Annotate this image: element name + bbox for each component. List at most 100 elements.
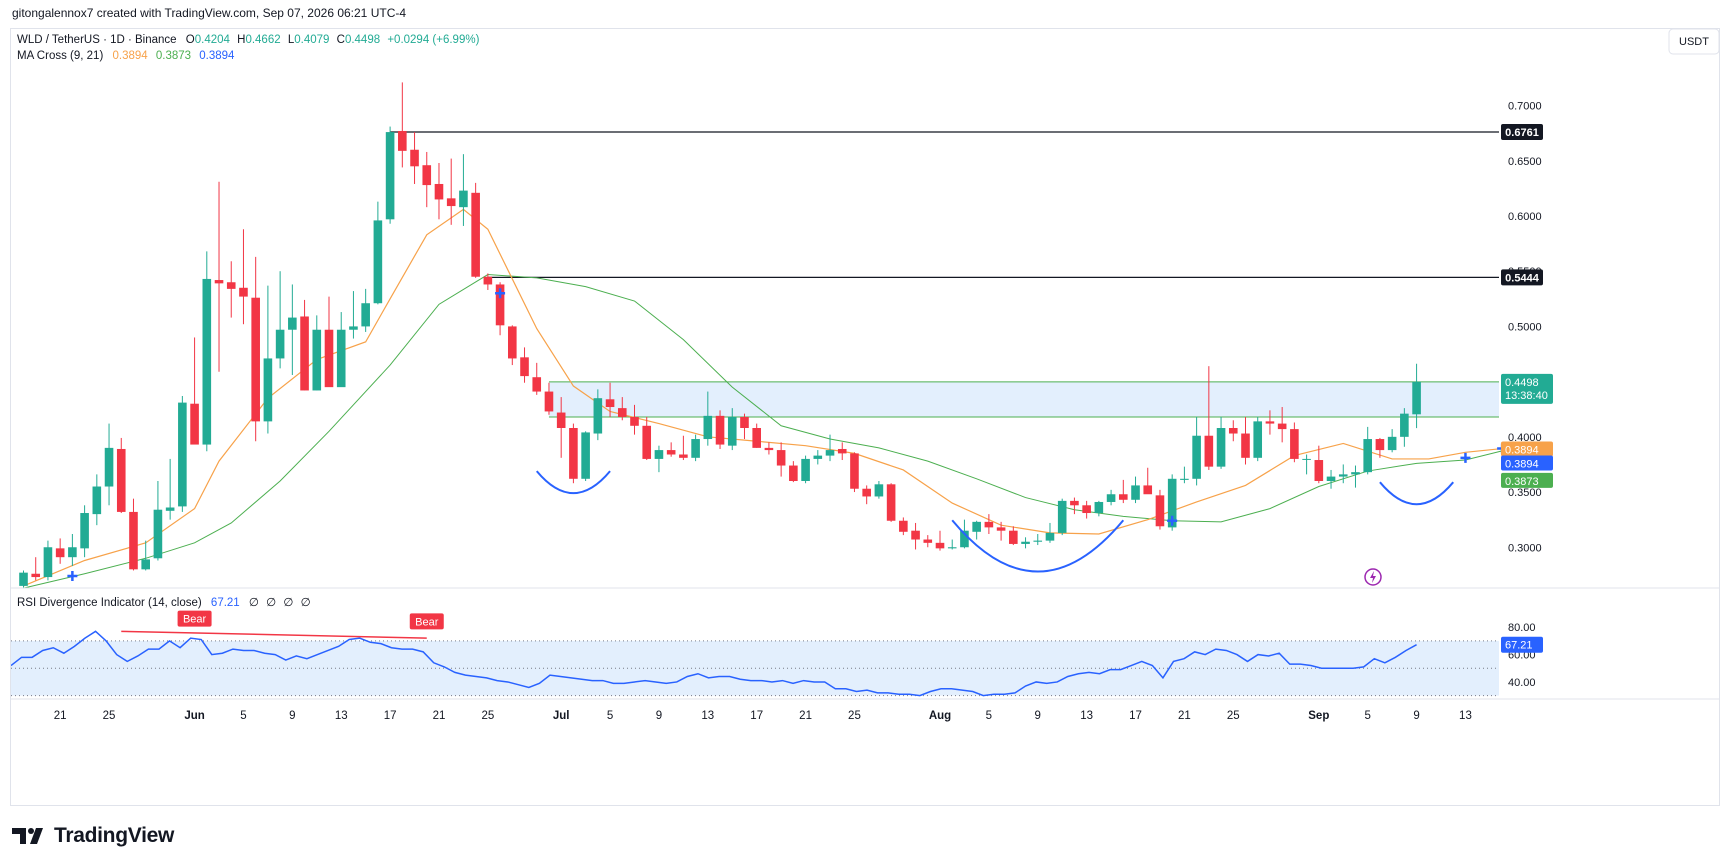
chart-frame: WLD / TetherUS · 1D · Binance O0.4204 H0…: [10, 28, 1720, 806]
candle-body: [373, 220, 383, 304]
candle-body: [630, 416, 639, 426]
rsi-extra-4: ∅: [301, 597, 311, 609]
candle-body: [446, 198, 456, 207]
candle-body: [862, 488, 871, 497]
candle-body: [324, 329, 334, 388]
price-tick-label: 0.3000: [1508, 542, 1542, 554]
rsi-legend: RSI Divergence Indicator (14, close) 67.…: [17, 597, 311, 609]
ma-value-badge: 0.3873: [1501, 472, 1553, 488]
time-tick-label: 25: [103, 710, 116, 722]
candle-body: [1119, 494, 1128, 500]
tradingview-logo[interactable]: TradingView: [12, 824, 174, 848]
candle-body: [935, 542, 945, 549]
time-axis[interactable]: 21 25 Jun 5 9 13 17 21 25 Jul 5 9 13 17 21 25 Aug 5 9 13 17 2…: [54, 710, 1472, 722]
rsi-value-badge: 67.21: [1501, 636, 1543, 653]
ma-value-1: 0.3894: [112, 50, 148, 62]
candle-body: [471, 192, 480, 277]
price-tick-label: 0.7000: [1508, 101, 1542, 113]
bear-label-text: Bear: [183, 614, 207, 626]
candle-body: [996, 527, 1006, 531]
candle-body: [385, 132, 395, 220]
candle-body: [165, 507, 175, 511]
candle-body: [1290, 429, 1299, 459]
candle-body: [1082, 505, 1091, 514]
candle-body: [336, 329, 346, 388]
candle-body: [1155, 495, 1165, 527]
candle-body: [422, 165, 432, 186]
candle-body: [813, 455, 823, 459]
last-price-value: 0.4498: [1505, 377, 1539, 389]
candle-body: [361, 303, 370, 327]
price-legend: WLD / TetherUS · 1D · Binance O0.4204 H0…: [17, 34, 480, 62]
bear-label-text: Bear: [415, 616, 439, 628]
open-label: O: [186, 34, 195, 46]
candle-body: [508, 326, 517, 359]
price-pane[interactable]: 0.30000.35000.40000.45000.50000.55000.60…: [19, 82, 1553, 589]
candle-body: [605, 399, 615, 408]
candle-body: [31, 573, 41, 578]
ma-badge-bg: [1501, 455, 1553, 471]
candle-body: [263, 358, 273, 422]
candle-body: [19, 572, 28, 586]
bear-label: Bear: [409, 613, 444, 630]
svg-text:WLD / TetherUS · 1D · Binance: WLD / TetherUS · 1D · Binance O0.4204 H0…: [17, 34, 480, 46]
candle-body: [1338, 474, 1348, 477]
high-label: H: [237, 34, 245, 46]
cup-arc-drawing[interactable]: [951, 519, 1125, 573]
candle-body: [642, 425, 652, 459]
close-value: 0.4498: [345, 34, 380, 46]
cup-arc-drawing[interactable]: [535, 470, 611, 494]
ma-cross-marker: [1460, 452, 1471, 463]
bear-label-bg: [177, 610, 212, 627]
chart-canvas[interactable]: WLD / TetherUS · 1D · Binance O0.4204 H0…: [10, 28, 1720, 805]
time-tick-label: Aug: [929, 710, 951, 722]
ma-badge-text: 0.3894: [1505, 459, 1539, 471]
candle-body: [1375, 439, 1385, 451]
candle-body: [214, 280, 224, 284]
price-tick-label: 0.4000: [1508, 432, 1542, 444]
candle-body: [679, 454, 688, 458]
candle-body: [520, 357, 529, 377]
candle-body: [1302, 458, 1311, 460]
candle-body: [275, 329, 285, 359]
svg-text:RSI Divergence Indicator (14,: RSI Divergence Indicator (14, close) 67.…: [17, 597, 311, 609]
time-tick-label: 21: [54, 710, 67, 722]
bear-label-bg: [409, 613, 444, 630]
alert-lightning-icon[interactable]: [1364, 568, 1382, 586]
currency-button[interactable]: USDT: [1668, 28, 1720, 55]
time-tick-label: 21: [433, 710, 446, 722]
ma-cross-label: MA Cross (9, 21): [17, 50, 103, 62]
candle-body: [1106, 494, 1116, 502]
price-tick-label: 0.3500: [1508, 487, 1542, 499]
candle-body: [1045, 532, 1055, 541]
rsi-extra-3: ∅: [283, 597, 293, 609]
candle-body: [398, 130, 407, 151]
tradingview-logo-icon: [12, 828, 43, 844]
time-tick-label: 13: [1080, 710, 1093, 722]
candle-body: [1070, 500, 1079, 506]
ma-cross-marker: [495, 288, 506, 299]
candle-body: [1363, 439, 1372, 473]
candle-body: [116, 448, 126, 512]
candle-body: [837, 448, 847, 454]
candle-body: [532, 377, 542, 392]
time-tick-label: 5: [607, 710, 613, 722]
rsi-badge-bg: [1501, 636, 1543, 653]
candle-body: [581, 432, 590, 479]
candle-body: [801, 458, 810, 481]
time-tick-label: 9: [1035, 710, 1041, 722]
symbol-label: WLD / TetherUS · 1D · Binance: [17, 34, 177, 46]
candle-body: [153, 509, 163, 559]
candle-body: [850, 453, 859, 489]
low-value: 0.4079: [294, 34, 329, 46]
candle-body: [104, 447, 114, 487]
candle-body: [1412, 381, 1421, 415]
candle-body: [495, 284, 505, 326]
candle-body: [434, 183, 444, 200]
rsi-tick-label: 80.00: [1508, 622, 1536, 634]
cup-arc-drawing[interactable]: [1379, 481, 1455, 506]
candle-body: [1277, 423, 1287, 430]
level-label-text: 0.6761: [1505, 127, 1539, 139]
candle-body: [80, 513, 89, 549]
